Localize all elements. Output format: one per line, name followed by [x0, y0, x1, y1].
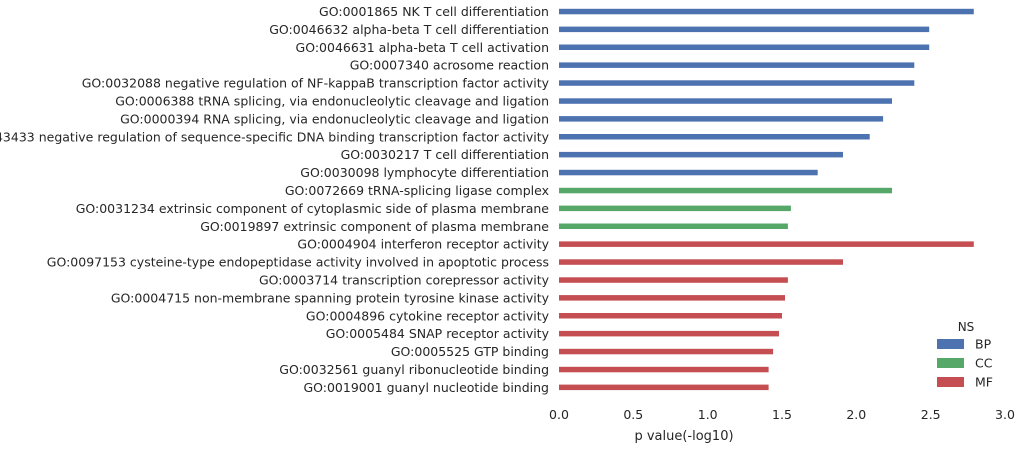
bar — [559, 98, 892, 104]
x-tick-label: 0.5 — [623, 407, 643, 422]
bar — [559, 134, 870, 140]
category-label: GO:0043433 negative regulation of sequen… — [0, 129, 550, 144]
x-axis-label: p value(-log10) — [634, 429, 733, 444]
bar — [559, 330, 779, 337]
bar — [559, 384, 769, 391]
bar — [559, 44, 930, 50]
bars-layer — [559, 8, 974, 391]
x-tick-label: 1.5 — [772, 407, 792, 422]
x-tick-label: 3.0 — [995, 407, 1015, 422]
category-label: GO:0000394 RNA splicing, via endonucleol… — [120, 111, 549, 126]
bar — [559, 62, 915, 68]
x-tick-label: 2.0 — [846, 407, 866, 422]
bar — [559, 277, 788, 283]
bar — [559, 313, 782, 319]
bar — [559, 116, 884, 122]
bar — [559, 26, 930, 33]
bar — [559, 151, 843, 158]
legend-title: NS — [958, 320, 975, 334]
bar — [559, 259, 843, 265]
category-label: GO:0006388 tRNA splicing, via endonucleo… — [115, 94, 549, 109]
legend-entries: BP CC MF — [937, 337, 993, 390]
bar — [559, 366, 769, 373]
category-label: GO:0005525 GTP binding — [391, 344, 549, 359]
category-labels: GO:0001865 NK T cell differentiation GO:0… — [0, 4, 550, 395]
bar — [559, 205, 791, 212]
bar — [559, 348, 774, 355]
bar — [559, 169, 818, 176]
bar — [559, 8, 974, 15]
category-label: GO:0007340 acrosome reaction — [350, 58, 549, 73]
legend-label: MF — [975, 375, 993, 390]
legend-swatch — [937, 339, 964, 349]
legend: NS BP CC MF — [937, 320, 993, 390]
legend-swatch — [937, 377, 964, 387]
legend-label: CC — [975, 356, 993, 371]
category-label: GO:0030217 T cell differentiation — [341, 147, 549, 162]
bar — [559, 187, 892, 194]
bar — [559, 223, 788, 229]
x-tick-label: 1.0 — [698, 407, 718, 422]
category-label: GO:0097153 cysteine-type endopeptidase a… — [47, 255, 549, 270]
category-label: GO:0004896 cytokine receptor activity — [306, 308, 550, 323]
bar — [559, 241, 974, 247]
category-label: GO:0032088 negative regulation of NF-kap… — [82, 76, 550, 91]
x-axis-ticks: 0.0 0.5 1.0 1.5 2.0 2.5 3.0 — [549, 407, 1015, 422]
category-label: GO:0019001 guanyl nucleotide binding — [303, 380, 549, 395]
category-label: GO:0019897 extrinsic component of plasma… — [200, 219, 549, 234]
legend-swatch — [937, 358, 964, 368]
category-label: GO:0072669 tRNA-splicing ligase complex — [285, 183, 549, 198]
category-label: GO:0004715 non-membrane spanning protein… — [111, 290, 550, 305]
category-label: GO:0001865 NK T cell differentiation — [319, 4, 549, 19]
x-tick-label: 2.5 — [921, 407, 941, 422]
category-label: GO:0005484 SNAP receptor activity — [326, 326, 550, 341]
category-label: GO:0046631 alpha-beta T cell activation — [296, 40, 549, 55]
category-label: GO:0003714 transcription corepressor act… — [259, 273, 550, 288]
category-label: GO:0032561 guanyl ribonucleotide binding — [279, 362, 549, 377]
category-label: GO:0030098 lymphocyte differentiation — [300, 165, 549, 180]
bar — [559, 80, 915, 86]
category-label: GO:0046632 alpha-beta T cell differentia… — [269, 22, 549, 37]
legend-label: BP — [975, 337, 992, 352]
category-label: GO:0031234 extrinsic component of cytopl… — [76, 201, 550, 216]
bar — [559, 295, 785, 301]
x-tick-label: 0.0 — [549, 407, 569, 422]
category-label: GO:0004904 interferon receptor activity — [297, 237, 549, 252]
